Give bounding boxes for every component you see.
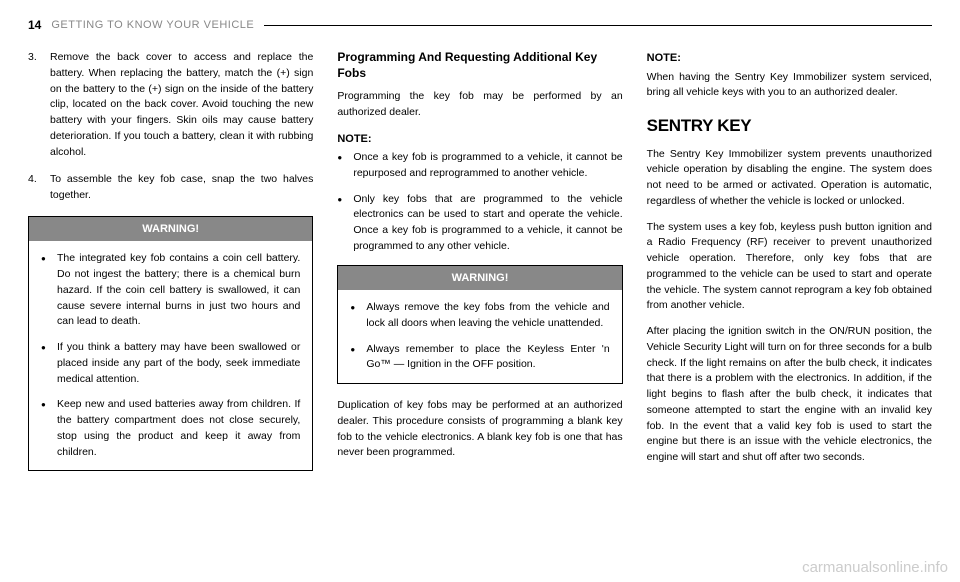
- note-label: NOTE:: [647, 50, 932, 67]
- warning-item: Always remember to place the Keyless Ent…: [350, 342, 609, 374]
- note-item: Once a key fob is programmed to a vehicl…: [337, 150, 622, 182]
- warning-item: Keep new and used batteries away from ch…: [41, 397, 300, 460]
- column-3: NOTE: When having the Sentry Key Immobil…: [647, 50, 932, 476]
- paragraph: Programming the key fob may be performed…: [337, 89, 622, 121]
- chapter-title: GETTING TO KNOW YOUR VEHICLE: [51, 19, 254, 31]
- warning-box: WARNING! The integrated key fob contains…: [28, 216, 313, 472]
- paragraph: After placing the ignition switch in the…: [647, 324, 932, 466]
- note-item: Only key fobs that are programmed to the…: [337, 192, 622, 255]
- warning-item: Always remove the key fobs from the vehi…: [350, 300, 609, 332]
- warning-header: WARNING!: [29, 217, 312, 242]
- warning-box: WARNING! Always remove the key fobs from…: [337, 265, 622, 385]
- subheading: Programming And Requesting Additional Ke…: [337, 50, 622, 81]
- note-text: When having the Sentry Key Immobilizer s…: [647, 70, 932, 102]
- warning-header: WARNING!: [338, 266, 621, 291]
- step-text: Remove the back cover to access and repl…: [50, 50, 313, 160]
- page-number: 14: [28, 18, 41, 32]
- content-columns: 3. Remove the back cover to access and r…: [28, 50, 932, 476]
- note-label: NOTE:: [337, 131, 622, 148]
- section-heading: SENTRY KEY: [647, 113, 932, 139]
- paragraph: Duplication of key fobs may be performed…: [337, 398, 622, 461]
- note-list: Once a key fob is programmed to a vehicl…: [337, 150, 622, 255]
- numbered-steps: 3. Remove the back cover to access and r…: [28, 50, 313, 204]
- step-number: 4.: [28, 172, 50, 204]
- header-rule: [264, 25, 932, 26]
- column-1: 3. Remove the back cover to access and r…: [28, 50, 313, 476]
- watermark: carmanualsonline.info: [802, 559, 948, 576]
- step-text: To assemble the key fob case, snap the t…: [50, 172, 313, 204]
- paragraph: The system uses a key fob, keyless push …: [647, 220, 932, 315]
- paragraph: The Sentry Key Immobilizer system preven…: [647, 147, 932, 210]
- warning-item: If you think a battery may have been swa…: [41, 340, 300, 387]
- step-3: 3. Remove the back cover to access and r…: [28, 50, 313, 160]
- warning-body: Always remove the key fobs from the vehi…: [338, 290, 621, 383]
- step-number: 3.: [28, 50, 50, 160]
- page-header: 14 GETTING TO KNOW YOUR VEHICLE: [28, 18, 932, 32]
- column-2: Programming And Requesting Additional Ke…: [337, 50, 622, 476]
- step-4: 4. To assemble the key fob case, snap th…: [28, 172, 313, 204]
- warning-body: The integrated key fob contains a coin c…: [29, 241, 312, 470]
- warning-item: The integrated key fob contains a coin c…: [41, 251, 300, 330]
